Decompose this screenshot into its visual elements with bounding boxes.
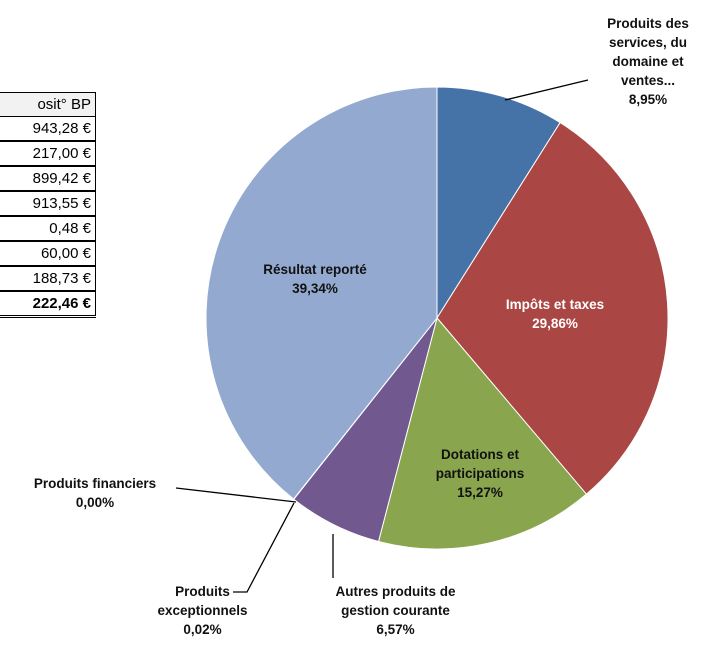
pie-slice xyxy=(436,121,669,495)
data-table: osit° BP 943,28 €217,00 €899,42 €913,55 … xyxy=(0,92,96,318)
slice-label: Résultat reporté 39,34% xyxy=(250,260,380,298)
table-row: 217,00 € xyxy=(0,140,96,167)
table-row: 60,00 € xyxy=(0,240,96,267)
label-name: Produits financiers xyxy=(33,476,157,491)
table-cell: 222,46 € xyxy=(0,290,96,318)
pie-slice xyxy=(436,86,561,320)
label-value: 39,34% xyxy=(292,281,338,296)
table-header: osit° BP xyxy=(0,92,96,117)
label-value: 6,57% xyxy=(376,622,415,637)
label-name: Dotations et participations xyxy=(435,447,525,481)
label-value: 29,86% xyxy=(532,316,578,331)
leader-line xyxy=(175,487,297,503)
slice-label: Dotations et participations 15,27% xyxy=(415,445,545,502)
label-name: Produits exceptionnels xyxy=(157,584,248,618)
table-cell: 188,73 € xyxy=(0,265,96,292)
label-value: 8,95% xyxy=(628,92,668,107)
table-cell: 217,00 € xyxy=(0,140,96,167)
table-row: 0,48 € xyxy=(0,215,96,242)
label-name: Impôts et taxes xyxy=(505,297,605,312)
slice-label: Produits financiers 0,00% xyxy=(15,474,175,512)
slice-label: Impôts et taxes 29,86% xyxy=(480,295,630,333)
table-row: 913,55 € xyxy=(0,190,96,217)
pie-slice xyxy=(205,86,438,500)
label-name: Autres produits de gestion courante xyxy=(335,584,456,618)
table-row: 899,42 € xyxy=(0,165,96,192)
label-name: Résultat reporté xyxy=(263,262,367,277)
pie-slice xyxy=(377,316,588,550)
table-cell: 913,55 € xyxy=(0,190,96,217)
slice-label: Produits exceptionnels 0,02% xyxy=(140,582,265,639)
label-name: Produits des services, du domaine et ven… xyxy=(607,16,689,88)
table-cell: 0,48 € xyxy=(0,215,96,242)
leader-line xyxy=(504,79,589,101)
table-cell: 899,42 € xyxy=(0,165,96,192)
table-row: 222,46 € xyxy=(0,290,96,318)
table-row: 188,73 € xyxy=(0,265,96,292)
table-row: 943,28 € xyxy=(0,116,96,142)
table-cell: 943,28 € xyxy=(0,116,96,142)
label-value: 15,27% xyxy=(457,485,503,500)
slice-label: Autres produits de gestion courante 6,57% xyxy=(318,582,473,639)
leader-line xyxy=(233,502,295,593)
slice-label: Produits des services, du domaine et ven… xyxy=(588,14,703,109)
label-value: 0,00% xyxy=(75,495,115,510)
table-cell: 60,00 € xyxy=(0,240,96,267)
label-value: 0,02% xyxy=(183,622,222,637)
